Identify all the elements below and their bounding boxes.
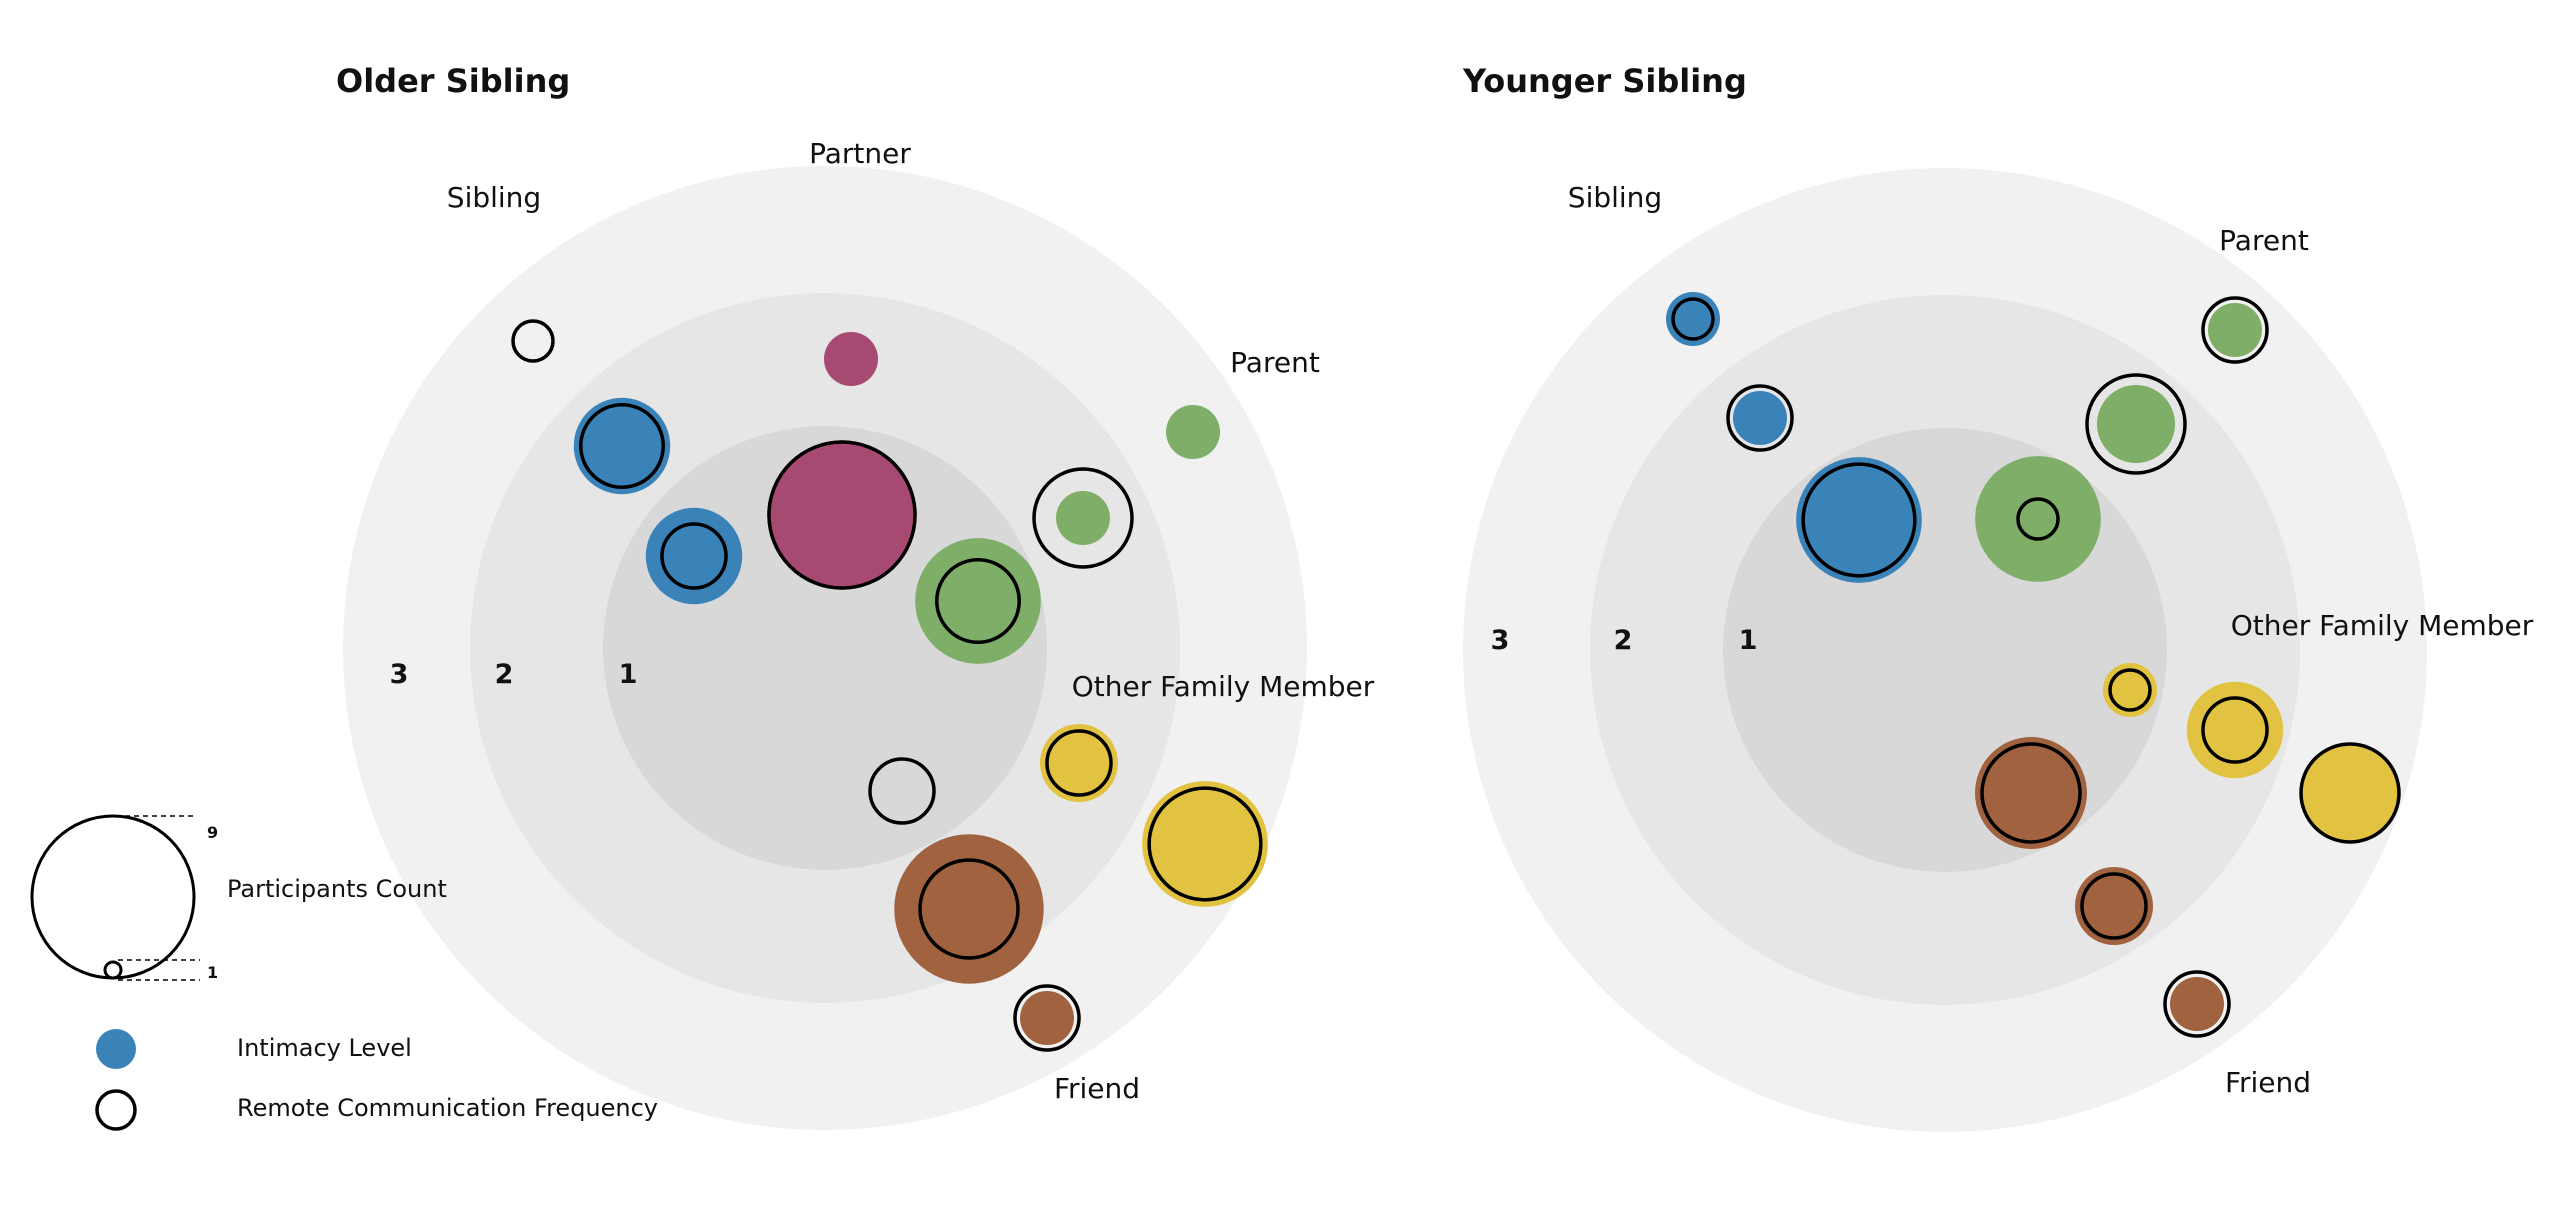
bubble-sibling-remote-communication — [1801, 462, 1917, 578]
category-label-parent: Parent — [2219, 224, 2309, 257]
legend-size-title: Participants Count — [227, 875, 447, 903]
bubble-parent-intimacy — [915, 538, 1041, 664]
bubble-other-family-member-intimacy — [1142, 781, 1268, 907]
bubble-parent-intimacy — [2208, 303, 2262, 357]
legend-size-min-label: 1 — [207, 963, 218, 982]
bubble-friend-remote-communication — [1013, 984, 1081, 1052]
bubble-parent-intimacy — [1975, 456, 2101, 582]
category-label-other-family-member: Other Family Member — [2231, 609, 2534, 642]
bubble-other-family-member-remote-communication — [2201, 696, 2269, 764]
bubble-other-family-member-remote-communication — [2108, 668, 2152, 712]
ring-label-3: 3 — [390, 659, 409, 690]
category-label-partner: Partner — [809, 137, 911, 170]
bubble-parent-intimacy — [2096, 384, 2176, 464]
bubble-other-family-member-remote-communication — [1045, 729, 1113, 797]
bubble-friend-intimacy — [1975, 737, 2087, 849]
bubble-sibling-remote-communication — [1671, 297, 1715, 341]
bubble-parent-remote-communication — [935, 558, 1021, 644]
category-label-sibling: Sibling — [1568, 181, 1662, 214]
ring-label-3: 3 — [1491, 625, 1510, 656]
bubble-other-family-member-intimacy — [1039, 723, 1119, 803]
bubble-sibling-remote-communication — [511, 319, 555, 363]
bubble-sibling-intimacy — [645, 507, 743, 605]
bubble-parent-intimacy — [1166, 405, 1220, 459]
bubble-friend-remote-communication — [918, 858, 1020, 960]
bubble-sibling-intimacy — [1796, 457, 1922, 583]
category-label-other-family-member: Other Family Member — [1072, 670, 1375, 703]
category-label-friend: Friend — [2225, 1066, 2311, 1099]
legend: 9 1 Participants Count Intimacy Level Re… — [30, 814, 658, 1131]
category-label-parent: Parent — [1230, 346, 1320, 379]
legend-size-max-circle — [30, 814, 196, 980]
panel-younger-sibling: Younger Sibling 3 2 1 Sibling Parent Oth… — [1462, 62, 2534, 1132]
legend-size-min-circle — [103, 960, 123, 980]
bubble-friend-remote-communication — [2080, 872, 2148, 940]
bubble-sibling-intimacy — [573, 397, 671, 495]
bubble-parent-remote-communication — [2201, 296, 2269, 364]
ring-label-2: 2 — [1614, 625, 1633, 656]
bubbles-younger-sibling — [1666, 292, 2401, 1038]
bubble-parent-remote-communication — [2016, 497, 2060, 541]
legend-fill-swatch — [96, 1029, 136, 1069]
bubble-friend-intimacy — [894, 834, 1044, 984]
bubble-parent-intimacy — [1056, 491, 1110, 545]
legend-outline-swatch — [95, 1089, 137, 1131]
bubble-other-family-member-remote-communication — [1147, 786, 1263, 902]
bubble-friend-remote-communication — [2163, 970, 2231, 1038]
bubble-parent-remote-communication — [1032, 467, 1134, 569]
ring-label-2: 2 — [495, 659, 514, 690]
bubble-other-family-member-intimacy — [2301, 744, 2399, 842]
bubble-other-family-member-intimacy — [2186, 681, 2284, 779]
bubble-sibling-intimacy — [1733, 391, 1787, 445]
panel-older-sibling: Older Sibling 3 2 1 Sibling Partner Pare… — [336, 62, 1375, 1130]
bubble-sibling-remote-communication — [1726, 384, 1794, 452]
ring-label-1: 1 — [619, 659, 638, 690]
bubble-parent-remote-communication — [2085, 373, 2187, 475]
bubble-partner-intimacy — [824, 332, 878, 386]
bubble-friend-intimacy — [1020, 991, 1074, 1045]
bubble-friend-intimacy — [2170, 977, 2224, 1031]
category-label-friend: Friend — [1054, 1072, 1140, 1105]
ring-label-1: 1 — [1739, 625, 1758, 656]
bubble-friend-intimacy — [2074, 866, 2154, 946]
category-label-sibling: Sibling — [447, 181, 541, 214]
bubble-friend-remote-communication — [868, 757, 936, 825]
legend-outline-label: Remote Communication Frequency — [237, 1094, 658, 1122]
bubble-partner-remote-communication — [767, 440, 917, 590]
bubble-other-family-member-remote-communication — [2299, 742, 2401, 844]
panel-title: Younger Sibling — [1462, 62, 1747, 100]
bubble-sibling-remote-communication — [660, 522, 728, 590]
panel-title: Older Sibling — [336, 62, 570, 100]
bubbles-older-sibling — [511, 319, 1268, 1052]
legend-size-max-label: 9 — [207, 823, 218, 842]
bubble-sibling-remote-communication — [579, 403, 665, 489]
ring-1 — [1723, 428, 2167, 872]
legend-fill-label: Intimacy Level — [237, 1034, 412, 1062]
bubble-partner-intimacy — [767, 440, 917, 590]
bubble-friend-remote-communication — [1980, 742, 2082, 844]
